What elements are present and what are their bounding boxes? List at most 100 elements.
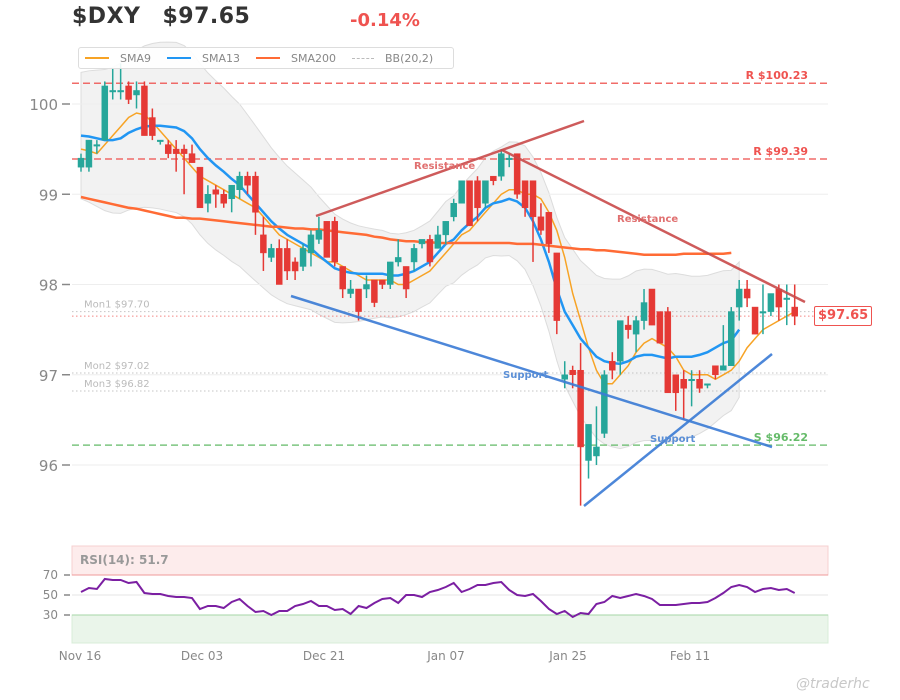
candle-body [133, 90, 140, 96]
candle-body [545, 212, 553, 245]
candle-body [141, 85, 148, 136]
candle-body [712, 365, 719, 376]
candle-body [109, 90, 116, 93]
level-label: S $96.22 [754, 431, 808, 444]
rsi-tick-label: 30 [43, 608, 58, 622]
candle-body [521, 180, 529, 209]
candle-body [379, 279, 386, 285]
candle-body [394, 257, 402, 263]
candle-body [688, 379, 695, 382]
rsi-line [80, 577, 796, 619]
annotation-label: Support [503, 370, 548, 381]
candle-body [704, 383, 711, 386]
price: $97.65 [162, 4, 251, 29]
candle-body [291, 261, 299, 272]
level-label: Mon3 $96.82 [84, 379, 150, 390]
bollinger-band [80, 41, 740, 450]
x-tick-label: Feb 11 [670, 649, 710, 663]
y-tick-label: 97 [39, 367, 58, 385]
candle-body [212, 189, 220, 195]
candle-body [315, 230, 323, 240]
legend-item-sma9: SMA9 [85, 52, 151, 65]
candle-body [585, 424, 592, 461]
candle-body [624, 324, 632, 330]
candle-body [791, 306, 798, 317]
trendline-support [583, 353, 773, 507]
candle-body [632, 320, 640, 335]
candle-body [268, 248, 275, 258]
candle-body [180, 148, 188, 154]
candle-body [450, 203, 457, 218]
level-label: Mon1 $97.70 [84, 300, 150, 311]
x-tick-label: Nov 16 [59, 649, 102, 663]
candle-body [339, 266, 346, 290]
level-label: R $100.23 [746, 69, 808, 82]
y-tick-label: 96 [39, 457, 58, 475]
price-change: -0.14% [350, 10, 420, 31]
candle-body [537, 216, 545, 231]
candle-body [125, 85, 132, 100]
candle-body [577, 369, 584, 448]
candle-body [735, 288, 743, 308]
candle-body [371, 279, 378, 303]
sma13-line [80, 124, 741, 366]
y-tick-label: 99 [39, 186, 58, 204]
candle-body [260, 234, 267, 254]
candle-body [299, 248, 307, 267]
chart-title: $DXY $97.65 [72, 4, 272, 29]
candle-body [553, 252, 561, 321]
candle-body [236, 175, 243, 190]
watermark: @traderhc [796, 676, 870, 692]
candle-body [172, 148, 180, 154]
candle-body [743, 288, 751, 299]
level-label: R $99.39 [753, 145, 808, 158]
candle-body [204, 194, 212, 204]
candle-body [149, 117, 156, 136]
candle-body [672, 374, 679, 394]
current-price-tag: $97.65 [814, 306, 873, 326]
candle-body [347, 288, 354, 294]
annotation-label: Resistance [617, 214, 678, 225]
candle-body [490, 175, 497, 181]
candle-body [93, 144, 101, 147]
legend-item-sma13: SMA13 [167, 52, 240, 65]
candle-body [363, 284, 370, 290]
candle-body [664, 311, 672, 394]
candle-body [188, 153, 196, 163]
candle-body [307, 234, 315, 254]
y-tick-label: 100 [29, 96, 58, 114]
candle-body [759, 311, 767, 314]
trendline-resistance [501, 148, 806, 304]
candle-body [498, 153, 505, 177]
candle-body [410, 248, 418, 263]
candle-body [529, 180, 537, 218]
candle-body [157, 139, 164, 142]
candle-body [418, 239, 426, 245]
candle-body [458, 180, 465, 204]
candle-body [276, 248, 283, 285]
candle-body [244, 175, 251, 186]
candle-body [640, 302, 648, 321]
candle-body [474, 180, 481, 209]
rsi-tick-label: 70 [43, 568, 58, 582]
legend-item-bb: BB(20,2) [352, 52, 433, 65]
legend-item-sma200: SMA200 [256, 52, 336, 65]
candle-body [482, 180, 489, 204]
candle-body [228, 184, 235, 200]
candle-body [680, 379, 687, 389]
candle-body [442, 221, 450, 236]
candle-body [220, 194, 227, 204]
candle-body [426, 239, 434, 263]
level-label: Mon2 $97.02 [84, 361, 150, 372]
trendline-resistance [315, 119, 585, 218]
x-tick-label: Dec 03 [181, 649, 223, 663]
candle-body [593, 446, 600, 457]
candle-body [656, 311, 664, 344]
candle-body [387, 261, 394, 285]
candle-body [728, 311, 735, 366]
candle-body [616, 320, 624, 362]
candle-body [767, 293, 775, 312]
x-tick-label: Jan 25 [548, 649, 587, 663]
rsi-tick-label: 50 [43, 588, 58, 602]
